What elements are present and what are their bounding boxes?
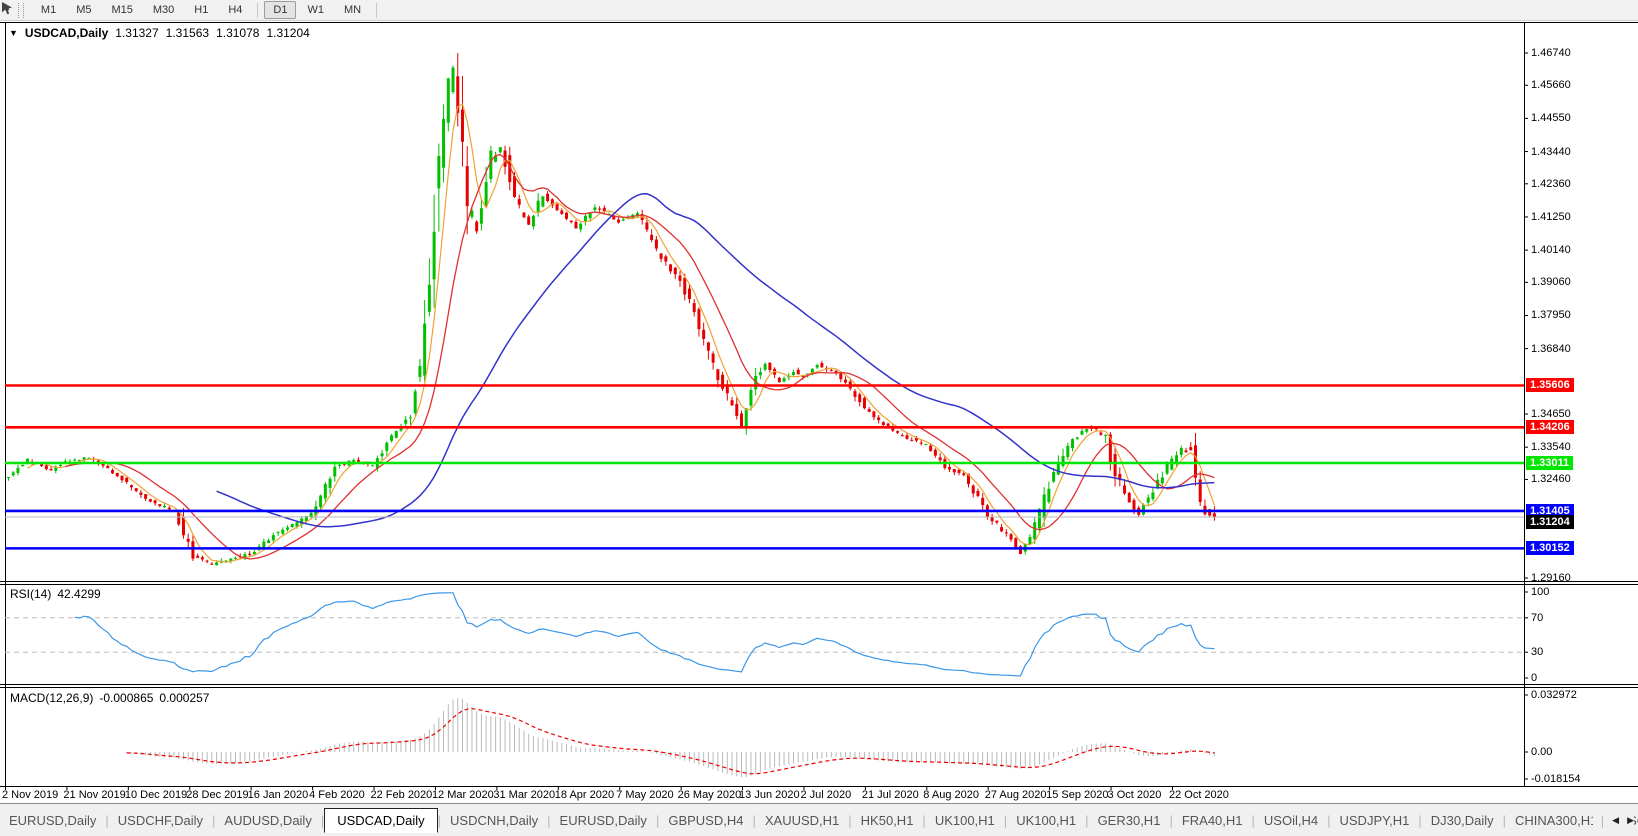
toolbar-grip-handle[interactable] xyxy=(17,2,24,18)
tab-divider: | xyxy=(212,812,216,828)
tab-divider: | xyxy=(1085,812,1089,828)
rsi-panel-label: RSI(14) 42.4299 xyxy=(10,587,101,601)
tab-divider: | xyxy=(1003,812,1008,828)
timeframe-buttons: M1 M5 M15 M30 H1 H4 D1 W1 MN xyxy=(31,1,382,19)
timeframe-button-m30[interactable]: M30 xyxy=(152,4,175,16)
rsi-value: 42.4299 xyxy=(57,587,101,601)
timeframe-button-h4[interactable]: H4 xyxy=(228,4,243,16)
pointer-tool-button[interactable]: ▼ xyxy=(0,2,14,15)
toolbar-separator xyxy=(257,2,259,18)
chart-title-line: ▼ USDCAD,Daily 1.31327 1.31563 1.31078 1.31… xyxy=(9,26,310,40)
tab-divider: | xyxy=(1169,812,1173,828)
chart-tab-usoil-h4[interactable]: USOil,H4 xyxy=(1263,813,1319,828)
rsi-name: RSI(14) xyxy=(10,587,52,601)
tab-divider: | xyxy=(1418,812,1422,828)
chart-tab-usdjpy-h1[interactable]: USDJPY,H1 xyxy=(1339,813,1410,828)
timeframe-button-m15[interactable]: M15 xyxy=(111,4,133,16)
tab-divider: | xyxy=(848,812,852,828)
macd-signal-value: 0.000257 xyxy=(159,691,210,705)
timeframe-button-w1[interactable]: W1 xyxy=(307,4,324,16)
macd-panel-label: MACD(12,26,9) -0.000865 0.000257 xyxy=(10,691,209,705)
chart-tabs: EURUSD,Daily | USDCHF,Daily | AUDUSD,Daily | U… xyxy=(0,807,1638,833)
timeframe-button-h1[interactable]: H1 xyxy=(194,4,209,16)
timeframe-button-mn[interactable]: MN xyxy=(343,4,362,16)
tabs-scroll-left-icon[interactable]: ◀ xyxy=(1612,815,1620,825)
tab-divider: | xyxy=(547,812,551,828)
cursor-arrow-icon xyxy=(2,2,12,15)
chart-tab-usdcnh-daily[interactable]: USDCNH,Daily xyxy=(450,813,539,828)
tab-divider: | xyxy=(922,812,926,828)
tabs-scroll-right-icon[interactable]: ▶ xyxy=(1627,815,1634,825)
chart-tab-usdcad-daily[interactable]: USDCAD,Daily xyxy=(324,808,438,833)
tab-divider: | xyxy=(1327,812,1331,828)
chart-menu-icon[interactable]: ▼ xyxy=(9,28,18,38)
timeframe-button-m5[interactable]: M5 xyxy=(76,4,92,16)
tab-divider: | xyxy=(1502,812,1506,828)
chart-tab-ger30-h1[interactable]: GER30,H1 xyxy=(1097,813,1161,828)
timeframe-button-d1[interactable]: D1 xyxy=(264,1,297,19)
timeframe-toolbar: ▼ M1 M5 M15 M30 H1 H4 D1 W1 MN xyxy=(0,0,1638,21)
chart-tab-usdchf-daily[interactable]: USDCHF,Daily xyxy=(117,813,204,828)
ohlc-high: 1.31563 xyxy=(165,26,210,40)
ohlc-open: 1.31327 xyxy=(115,26,159,40)
toolbar-separator xyxy=(376,2,378,18)
chart-tab-gbpusd-h4[interactable]: GBPUSD,H4 xyxy=(668,813,744,828)
chart-tab-bar: EURUSD,Daily | USDCHF,Daily | AUDUSD,Daily | U… xyxy=(0,803,1638,836)
tab-scroll-controls: | ◀ ▶ xyxy=(1592,804,1634,836)
macd-name: MACD(12,26,9) xyxy=(10,691,94,705)
tab-divider: | xyxy=(1251,812,1255,828)
chart-tab-fra40-h1[interactable]: FRA40,H1 xyxy=(1181,813,1243,828)
chart-tab-xauusd-h1[interactable]: XAUUSD,H1 xyxy=(764,813,840,828)
chart-tab-china300-h1[interactable]: CHINA300,H1 xyxy=(1514,813,1598,828)
macd-value: -0.000865 xyxy=(99,691,154,705)
chart-tab-uk100-h1[interactable]: UK100,H1 xyxy=(934,813,995,828)
tab-arrows-divider: | xyxy=(1600,813,1605,828)
ohlc-close: 1.31204 xyxy=(266,26,310,40)
chart-tab-eurusd-daily[interactable]: EURUSD,Daily xyxy=(9,813,97,828)
tab-divider: | xyxy=(752,812,756,828)
tab-divider: | xyxy=(655,812,660,828)
chart-tab-uk100-h1[interactable]: UK100,H1 xyxy=(1016,813,1077,828)
chart-tab-hk50-h1[interactable]: HK50,H1 xyxy=(860,813,914,828)
timeframe-button-m1[interactable]: M1 xyxy=(40,4,57,16)
chart-tab-eurusd-daily[interactable]: EURUSD,Daily xyxy=(559,813,647,828)
tab-divider: | xyxy=(105,812,109,828)
chart-symbol-label: USDCAD,Daily xyxy=(24,26,109,40)
ohlc-low: 1.31078 xyxy=(216,26,260,40)
chart-tab-audusd-daily[interactable]: AUDUSD,Daily xyxy=(224,813,312,828)
tab-divider: | xyxy=(437,812,442,828)
chart-tab-dj30-daily[interactable]: DJ30,Daily xyxy=(1430,813,1494,828)
tab-divider: | xyxy=(320,812,325,828)
